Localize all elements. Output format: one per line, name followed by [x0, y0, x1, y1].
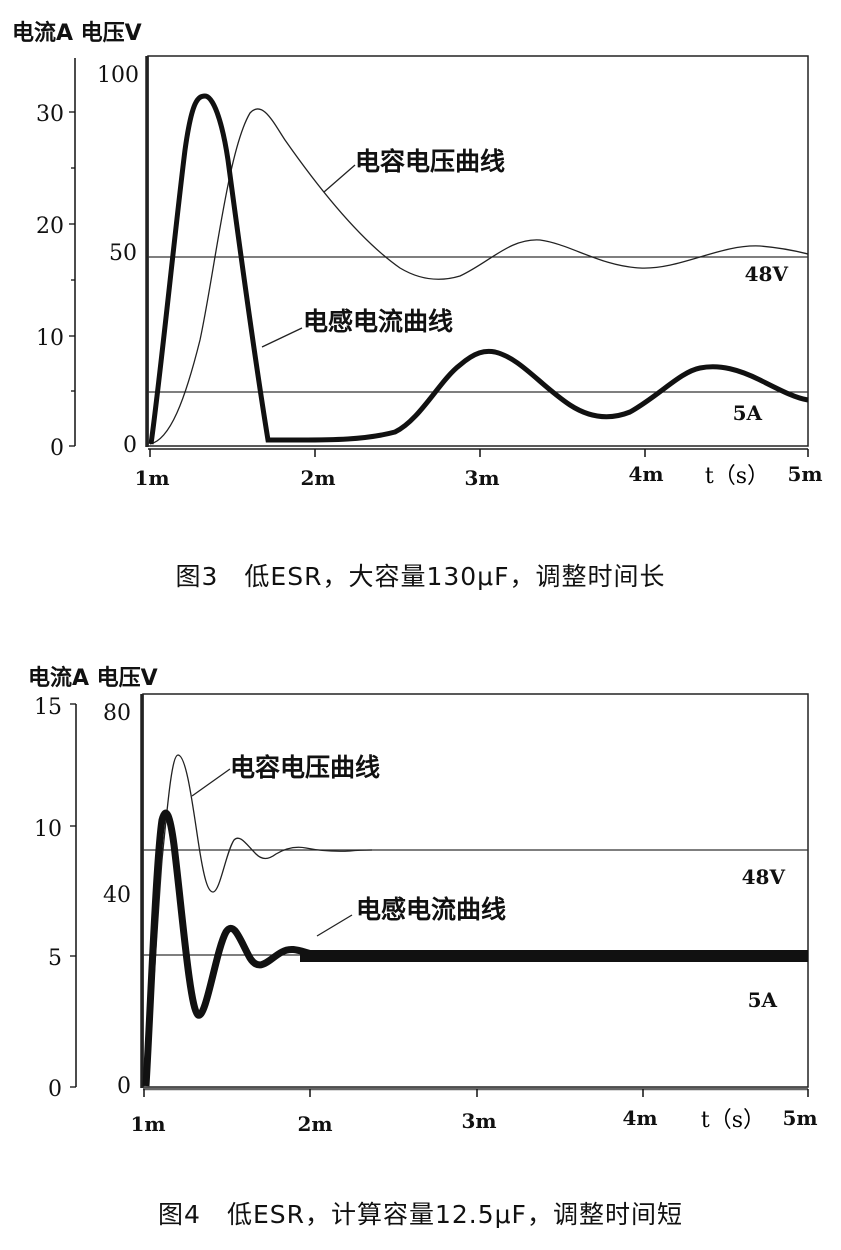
voltage-tick-40: 40	[103, 883, 131, 908]
voltage-axis: 100 50 0	[97, 63, 139, 458]
capacitor-voltage-curve	[149, 108, 809, 445]
inductor-current-curve	[148, 93, 809, 445]
figure-4: 电流A 电压V 15 10 5 0 80 40 0	[0, 640, 841, 1250]
figure-4-caption: 图4 低ESR，计算容量12.5μF，调整时间短	[158, 1200, 683, 1229]
current-curve-label: 电感电流曲线	[356, 895, 506, 924]
ref-5a-label: 5A	[748, 988, 778, 1012]
x-tick-2m: 2m	[297, 1112, 332, 1136]
x-tick-3m: 3m	[461, 1109, 496, 1133]
voltage-tick-0: 0	[117, 1074, 131, 1099]
x-axis: 1m 2m 3m 4m 5m t（s）	[130, 1089, 818, 1136]
current-label-leader	[316, 914, 353, 937]
x-tick-1m: 1m	[130, 1112, 165, 1136]
x-tick-3m: 3m	[464, 466, 499, 490]
current-curve-label: 电感电流曲线	[303, 307, 453, 336]
plot-frame	[147, 55, 809, 447]
voltage-label-leader	[191, 768, 231, 797]
current-tick-20: 20	[36, 214, 64, 239]
figure-4-chart: 15 10 5 0 80 40 0 1m 2m 3m 4m 5m t（s）	[34, 693, 818, 1136]
inductor-current-curve	[142, 809, 808, 1087]
current-label-leader	[261, 327, 303, 348]
figure-3-chart: 30 20 10 0 100 50 0 1m 2m 3m 4m 5m t（s）	[36, 55, 823, 490]
current-tick-5: 5	[48, 946, 62, 971]
current-axis: 30 20 10 0	[36, 58, 76, 461]
voltage-curve-label: 电容电压曲线	[355, 147, 505, 176]
x-axis-label: t（s）	[701, 1108, 765, 1133]
current-tick-30: 30	[36, 102, 64, 127]
capacitor-voltage-curve	[143, 754, 373, 1087]
ref-48v-label: 48V	[742, 865, 786, 889]
ref-48v-label: 48V	[745, 262, 789, 286]
figure-4-axis-title: 电流A 电压V	[28, 666, 158, 691]
voltage-tick-0: 0	[123, 433, 137, 458]
figure-3: 电流A 电压V 30 20 10 0 100 50 0	[12, 21, 823, 591]
voltage-tick-50: 50	[109, 241, 137, 266]
x-tick-4m: 4m	[622, 1106, 657, 1130]
x-tick-5m: 5m	[782, 1106, 817, 1130]
figure-3-caption: 图3 低ESR，大容量130μF，调整时间长	[175, 562, 666, 591]
current-tick-10: 10	[34, 817, 62, 842]
voltage-label-leader	[323, 164, 356, 193]
voltage-curve-label: 电容电压曲线	[230, 753, 380, 782]
x-axis: 1m 2m 3m 4m 5m t（s）	[134, 449, 823, 490]
x-tick-5m: 5m	[787, 462, 822, 486]
voltage-tick-100: 100	[97, 63, 139, 88]
current-tick-0: 0	[48, 1077, 62, 1102]
x-axis-label: t（s）	[705, 464, 769, 489]
x-tick-2m: 2m	[300, 466, 335, 490]
current-tick-15: 15	[34, 695, 62, 720]
x-tick-1m: 1m	[134, 466, 169, 490]
current-tick-0: 0	[50, 436, 64, 461]
figure-3-axis-title: 电流A 电压V	[12, 21, 142, 46]
voltage-axis: 80 40 0	[103, 701, 131, 1099]
current-tick-10: 10	[36, 326, 64, 351]
ref-5a-label: 5A	[733, 401, 763, 425]
voltage-tick-80: 80	[103, 701, 131, 726]
current-axis: 15 10 5 0	[34, 695, 77, 1102]
x-tick-4m: 4m	[628, 462, 663, 486]
